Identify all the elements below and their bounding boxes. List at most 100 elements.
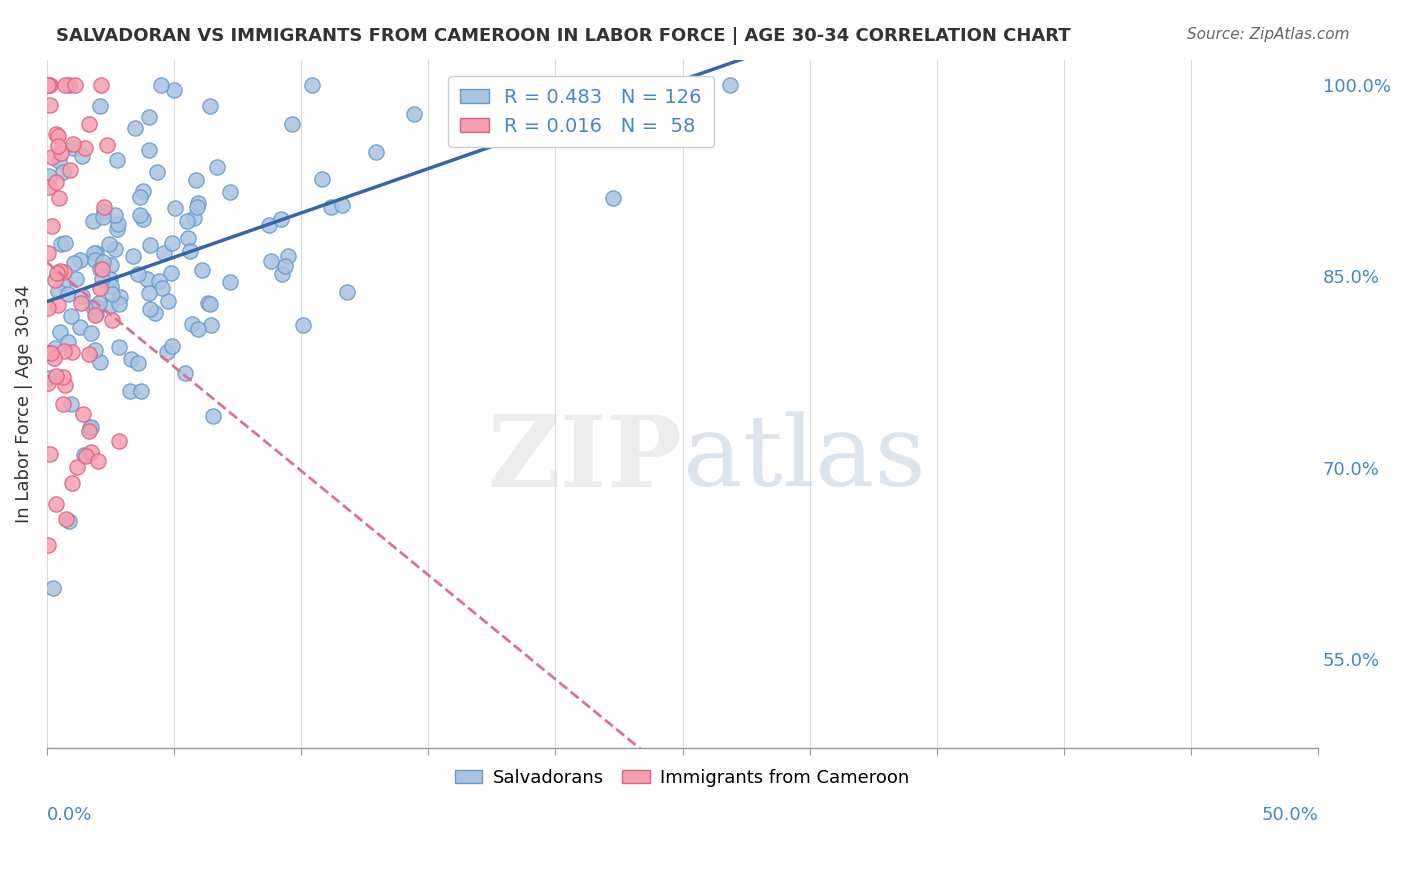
Point — [69, 320, 91, 334]
Point — [205, 160, 228, 174]
Text: 50.0%: 50.0% — [1261, 805, 1319, 823]
Point — [156, 345, 179, 359]
Point — [77, 117, 100, 131]
Point — [60, 345, 83, 359]
Point — [129, 384, 152, 398]
Point — [79, 421, 101, 435]
Point — [46, 138, 69, 153]
Point — [156, 293, 179, 308]
Point — [366, 145, 388, 159]
Point — [575, 78, 598, 92]
Point — [49, 263, 72, 277]
Text: SALVADORAN VS IMMIGRANTS FROM CAMEROON IN LABOR FORCE | AGE 30-34 CORRELATION CH: SALVADORAN VS IMMIGRANTS FROM CAMEROON I… — [56, 27, 1071, 45]
Point — [45, 127, 67, 141]
Point — [58, 78, 80, 92]
Point — [129, 208, 152, 222]
Point — [77, 424, 100, 438]
Point — [53, 377, 76, 392]
Point — [127, 267, 149, 281]
Point — [108, 434, 131, 448]
Text: atlas: atlas — [682, 411, 925, 507]
Point — [90, 78, 112, 92]
Point — [138, 286, 160, 301]
Point — [59, 397, 82, 411]
Point — [89, 261, 111, 276]
Point — [72, 408, 94, 422]
Point — [100, 258, 122, 272]
Point — [98, 299, 121, 313]
Point — [60, 475, 83, 490]
Point — [148, 274, 170, 288]
Point — [186, 200, 208, 214]
Point — [176, 214, 198, 228]
Point — [138, 237, 160, 252]
Point — [100, 287, 122, 301]
Point — [110, 290, 132, 304]
Legend: Salvadorans, Immigrants from Cameroon: Salvadorans, Immigrants from Cameroon — [449, 762, 917, 794]
Point — [62, 136, 84, 151]
Point — [291, 318, 314, 333]
Point — [53, 78, 76, 92]
Point — [86, 246, 108, 260]
Point — [270, 267, 292, 281]
Point — [201, 409, 224, 423]
Point — [129, 190, 152, 204]
Point — [150, 281, 173, 295]
Point — [69, 252, 91, 267]
Point — [281, 117, 304, 131]
Point — [198, 297, 221, 311]
Point — [37, 246, 59, 260]
Point — [45, 368, 67, 383]
Point — [127, 356, 149, 370]
Point — [107, 340, 129, 354]
Point — [150, 78, 173, 92]
Point — [76, 449, 98, 463]
Point — [48, 325, 70, 339]
Point — [65, 272, 87, 286]
Point — [38, 180, 60, 194]
Point — [80, 420, 103, 434]
Point — [37, 78, 59, 92]
Point — [37, 301, 59, 316]
Point — [41, 150, 63, 164]
Point — [53, 235, 76, 250]
Point — [72, 448, 94, 462]
Point — [139, 302, 162, 317]
Point — [45, 266, 67, 280]
Point — [187, 321, 209, 335]
Point — [259, 219, 281, 233]
Point — [138, 143, 160, 157]
Point — [65, 78, 87, 92]
Point — [56, 335, 79, 350]
Point — [98, 272, 121, 286]
Point — [181, 317, 204, 331]
Point — [45, 497, 67, 511]
Point — [93, 204, 115, 219]
Point — [44, 341, 66, 355]
Point — [59, 163, 82, 178]
Point — [108, 297, 131, 311]
Point — [197, 295, 219, 310]
Point — [51, 276, 73, 290]
Point — [90, 261, 112, 276]
Point — [330, 198, 353, 212]
Y-axis label: In Labor Force | Age 30-34: In Labor Force | Age 30-34 — [15, 285, 32, 523]
Point — [96, 138, 118, 153]
Point — [77, 347, 100, 361]
Point — [138, 110, 160, 124]
Point — [160, 338, 183, 352]
Point — [260, 254, 283, 268]
Point — [66, 460, 89, 475]
Point — [219, 186, 242, 200]
Point — [72, 149, 94, 163]
Point — [52, 344, 75, 359]
Point — [53, 265, 76, 279]
Point — [336, 285, 359, 299]
Point — [162, 236, 184, 251]
Point — [91, 272, 114, 286]
Point — [162, 83, 184, 97]
Point — [56, 287, 79, 301]
Point — [70, 296, 93, 310]
Point — [122, 249, 145, 263]
Point — [186, 173, 208, 187]
